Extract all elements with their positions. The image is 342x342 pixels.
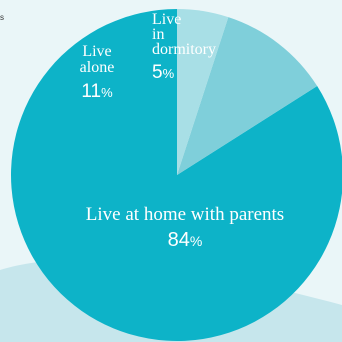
percent-value: 5 [152, 62, 163, 83]
percent-unit: % [163, 66, 175, 81]
slice-percent-alone: 11% [81, 81, 113, 102]
pie-slice-alone [177, 17, 318, 175]
slice-label-line: alone [80, 59, 115, 76]
slice-label-line: Live [82, 43, 111, 60]
percent-unit: % [101, 85, 113, 100]
corner-text-fragment: s [0, 13, 4, 22]
percent-value: 84 [168, 229, 190, 251]
slice-label-line: in [152, 26, 164, 43]
percent-unit: % [190, 233, 202, 249]
pie-slice-dorm [177, 9, 229, 175]
slice-label-line: Live at home with parents [86, 204, 284, 225]
slice-label-line: dormitory [152, 41, 216, 58]
pie-slice-home [11, 9, 342, 341]
percent-value: 11 [81, 81, 101, 102]
slice-percent-dorm: 5% [152, 62, 175, 83]
slice-label-home: Live at home with parents 84% [86, 204, 284, 251]
slice-percent-home: 84% [168, 229, 203, 251]
slice-label-line: Live [152, 11, 181, 28]
